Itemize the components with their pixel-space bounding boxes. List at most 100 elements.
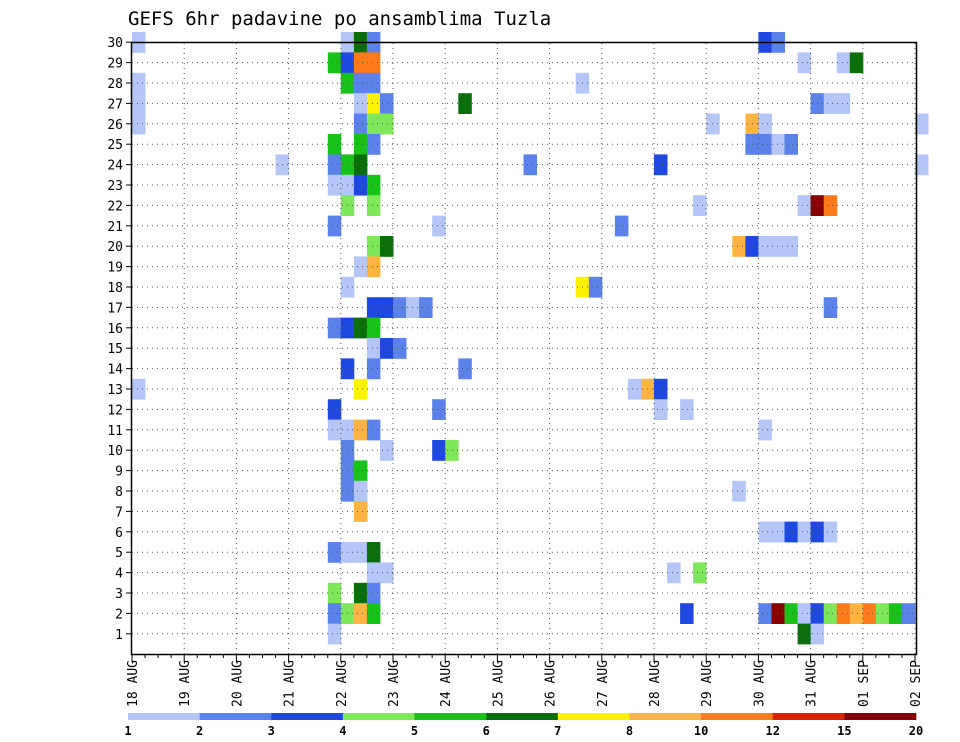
heatmap-cell: [366, 256, 381, 278]
heatmap-cell: [366, 236, 381, 257]
colorbar-label: 5: [411, 724, 418, 738]
x-tick-label: 18 AUG: [126, 660, 141, 707]
x-tick-label: 01 SEP: [857, 660, 872, 707]
colorbar-label: 6: [483, 724, 490, 738]
heatmap-cell: [836, 93, 851, 114]
y-tick-label: 3: [115, 587, 123, 602]
colorbar-label: 20: [909, 724, 923, 738]
heatmap-cell: [327, 154, 342, 176]
heatmap-cell: [771, 236, 785, 257]
heatmap-cell: [353, 542, 368, 563]
heatmap-cell: [458, 358, 472, 380]
heatmap-cell: [366, 419, 381, 441]
y-tick-label: 25: [107, 138, 123, 153]
heatmap-cell: [132, 72, 146, 94]
y-tick-label: 15: [107, 342, 123, 357]
colorbar-swatch: [128, 713, 200, 720]
colorbar-label: 7: [554, 724, 561, 738]
x-tick-label: 29 AUG: [700, 660, 715, 707]
y-tick-label: 1: [115, 628, 123, 643]
heatmap-cell: [393, 297, 407, 318]
heatmap-cell: [366, 195, 381, 216]
x-tick-label: 19 AUG: [178, 660, 193, 707]
heatmap-cell: [758, 603, 772, 624]
heatmap-cell: [353, 582, 368, 604]
x-tick-label: 26 AUG: [544, 660, 559, 707]
y-tick-label: 7: [115, 505, 123, 520]
heatmap-cell: [680, 603, 694, 624]
heatmap-cell: [771, 603, 785, 624]
heatmap-cell: [797, 195, 812, 216]
y-tick-label: 8: [115, 485, 123, 500]
y-tick-label: 17: [107, 301, 123, 316]
heatmap-cell: [732, 480, 746, 502]
y-tick-label: 29: [107, 57, 123, 72]
heatmap-cell: [380, 338, 394, 359]
heatmap-cell: [393, 338, 407, 359]
heatmap-cell: [132, 378, 146, 400]
heatmap-cell: [732, 236, 746, 257]
heatmap-cell: [327, 399, 342, 420]
x-tick-label: 27 AUG: [596, 660, 611, 707]
heatmap-cell: [693, 562, 707, 584]
heatmap-cell: [862, 603, 877, 624]
heatmap-cell: [132, 113, 146, 135]
colorbar-label: 3: [268, 724, 275, 738]
heatmap-cell: [902, 603, 916, 624]
x-tick-label: 22 AUG: [335, 660, 350, 707]
heatmap-cell: [327, 542, 342, 563]
heatmap-cell: [353, 419, 368, 441]
heatmap-cell: [327, 582, 342, 604]
heatmap-cell: [366, 358, 381, 380]
heatmap-cell: [353, 378, 368, 400]
x-tick-label: 25 AUG: [491, 660, 506, 707]
heatmap-cell: [771, 521, 785, 543]
x-axis: 18 AUG 19 AUG 20 AUG 21 AUG 22 AUG 23 AUG 24 A…: [126, 654, 924, 707]
y-tick-label: 6: [115, 526, 123, 541]
heatmap-cell: [366, 72, 381, 94]
x-tick-label: 23 AUG: [387, 660, 402, 707]
heatmap-cell: [380, 297, 394, 318]
colorbar-label: 4: [339, 724, 346, 738]
y-tick-label: 27: [107, 97, 123, 112]
y-tick-label: 26: [107, 118, 123, 133]
y-tick-label: 16: [107, 322, 123, 337]
y-tick-label: 19: [107, 261, 123, 276]
heatmap-cell: [366, 562, 381, 584]
colorbar-label: 12: [765, 724, 779, 738]
heatmap-cell: [667, 562, 681, 584]
y-tick-label: 30: [107, 36, 123, 51]
colorbar-label: 1: [124, 724, 131, 738]
chart-title: GEFS 6hr padavine po ansamblima Tuzla: [128, 8, 551, 30]
heatmap-cell: [849, 52, 864, 74]
y-tick-label: 20: [107, 240, 123, 255]
heatmap-cell: [797, 623, 812, 645]
colorbar-swatch: [772, 713, 845, 720]
x-tick-label: 30 AUG: [752, 660, 767, 707]
heatmap-cell: [353, 113, 368, 135]
colorbar-swatch: [844, 713, 917, 720]
heatmap-cell: [836, 52, 851, 74]
heatmap-cell: [366, 52, 381, 74]
colorbar-swatch: [557, 713, 630, 720]
heatmap-cell: [654, 399, 668, 420]
heatmap-cell: [888, 603, 903, 624]
colorbar-label: 8: [626, 724, 633, 738]
heatmap-cell: [353, 174, 368, 196]
colorbar-swatch: [629, 713, 702, 720]
heatmap-cell: [366, 297, 381, 318]
colorbar-label: 2: [196, 724, 203, 738]
heatmap-cell: [823, 521, 838, 543]
x-tick-label: 21 AUG: [283, 660, 298, 707]
y-tick-label: 2: [115, 607, 123, 622]
heatmap-cell: [419, 297, 433, 318]
heatmap-cell: [784, 603, 798, 624]
heatmap-cell: [654, 378, 668, 400]
colorbar: 1 2 3 4 5 6 7 8 10 12 15 20: [124, 713, 923, 738]
y-tick-label: 18: [107, 281, 123, 296]
heatmap-cell: [132, 93, 146, 114]
heatmap-cell: [380, 236, 394, 257]
heatmap-cell: [353, 480, 368, 502]
colorbar-swatch: [199, 713, 272, 720]
heatmap-cell: [915, 154, 929, 176]
